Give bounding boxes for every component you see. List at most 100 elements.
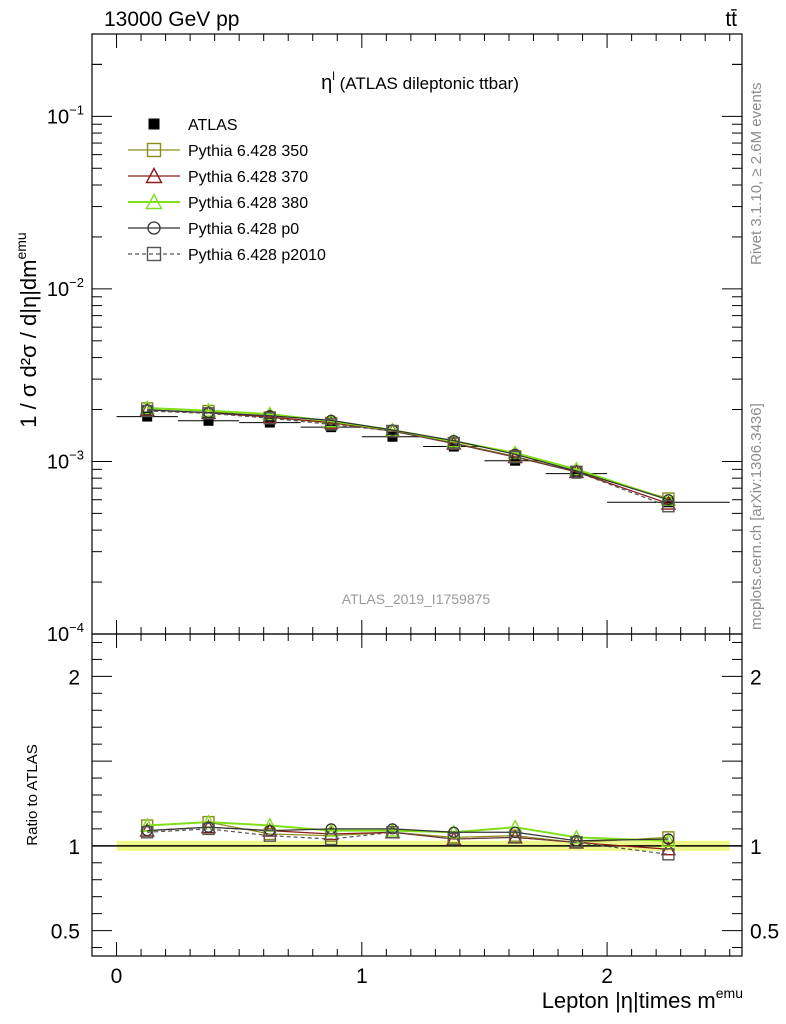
ratio-point [660, 832, 677, 847]
legend-item-pythia-6-428-370: Pythia 6.428 370 [128, 167, 308, 186]
legend-label: Pythia 6.428 p2010 [188, 247, 326, 264]
data-point [446, 433, 462, 448]
series-line [147, 409, 669, 505]
data-point [570, 465, 583, 479]
data-point [324, 418, 338, 431]
legend-item-pythia-6-428-380: Pythia 6.428 380 [128, 193, 308, 212]
ratio-y-axis-label: Ratio to ATLAS [24, 744, 41, 845]
ratio-point [324, 832, 338, 846]
legend-marker [146, 142, 162, 158]
legend-label: ATLAS [188, 117, 238, 134]
ratio-tick-label-right: 1 [750, 836, 762, 859]
ratio-point [662, 833, 675, 845]
y-tick-label: 10−4 [47, 620, 84, 646]
ratio-point [140, 826, 154, 839]
y-tick-label: 10−2 [47, 275, 84, 301]
data-point [510, 455, 521, 466]
ratio-point [508, 831, 522, 844]
ratio-tick-label: 2 [68, 666, 80, 689]
series-pythia-6-428-p0 [141, 404, 675, 506]
ratio-point [447, 832, 460, 846]
data-point [200, 402, 217, 417]
legend: ATLAS Pythia 6.428 350 Pythia 6.428 370 Pyt… [128, 117, 326, 264]
y-axis-label: 1 / σ d²σ / d|η|dmemu [13, 232, 41, 427]
legend-item-pythia-6-428-350: Pythia 6.428 350 [128, 142, 308, 160]
y-tick-label: 10−3 [47, 447, 84, 473]
ratio-series-line [147, 821, 669, 842]
ratio-point [662, 848, 675, 861]
series-pythia-6-428-p2010 [140, 404, 675, 513]
ratio-point [448, 826, 460, 838]
ratio-point [263, 829, 277, 842]
plot-title-text: ηl (ATLAS dileptonic ttbar) [321, 69, 519, 94]
legend-label: Pythia 6.428 380 [188, 195, 308, 212]
ratio-point [202, 822, 215, 836]
y-tick-label: 10−1 [47, 102, 84, 128]
mcplots-source-label: mcplots.cern.ch [arXiv:1306.3436] [748, 403, 765, 630]
series-line [147, 409, 669, 501]
data-point [203, 415, 214, 426]
legend-item-pythia-6-428-p0: Pythia 6.428 p0 [128, 221, 299, 238]
data-point [263, 412, 277, 425]
ratio-tick-label: 1 [68, 836, 80, 859]
ratio-panel: 0 1 2 0.5 0.5 1 1 2 2 [51, 34, 779, 988]
data-point [507, 444, 523, 460]
series-line [147, 410, 669, 507]
ratio-point [570, 836, 583, 849]
legend-marker [148, 118, 160, 130]
data-point [386, 424, 399, 438]
x-tick-label: 2 [601, 965, 613, 988]
chart-header: 13000 GeV pp tt̄ [104, 8, 737, 31]
legend-marker [145, 193, 163, 210]
legend-marker [147, 221, 161, 235]
series-pythia-6-428-370 [139, 401, 677, 510]
data-point [662, 500, 675, 513]
ratio-point [384, 822, 401, 837]
rivet-version-label: Rivet 3.1.10, ≥ 2.6M events [748, 83, 765, 266]
data-point [262, 406, 278, 421]
ratio-point [323, 822, 339, 837]
analysis-watermark: ATLAS_2019_I1759875 [342, 591, 491, 607]
x-axis-label: Lepton |η|times memu [542, 985, 743, 1013]
ratio-frame [91, 633, 743, 957]
header-left: 13000 GeV pp [104, 8, 239, 31]
data-point [663, 497, 674, 508]
main-panel: 10−1 10−2 10−3 10−4 [47, 33, 743, 646]
ratio-point [139, 817, 155, 832]
x-tick-label: 0 [111, 965, 123, 988]
legend-label: Pythia 6.428 370 [188, 169, 308, 186]
data-point [571, 468, 582, 479]
data-point [447, 437, 460, 450]
ratio-series-line [147, 821, 669, 844]
series-pythia-6-428-380 [139, 400, 677, 506]
data-point [508, 450, 522, 464]
ratio-tick-label-right: 0.5 [750, 921, 779, 944]
ratio-tick-label: 0.5 [51, 921, 80, 944]
series-line [147, 407, 669, 501]
series-pythia-6-428-350 [140, 402, 675, 505]
data-point [568, 461, 585, 476]
data-point [202, 407, 215, 420]
ratio-point [386, 826, 399, 839]
header-right: tt̄ [725, 8, 737, 31]
data-point [662, 494, 675, 506]
ratio-tick-label-right: 2 [750, 666, 762, 689]
data-point [140, 404, 154, 418]
legend-label: Pythia 6.428 p0 [188, 221, 299, 238]
ratio-series-line [147, 828, 669, 855]
legend-marker [145, 167, 163, 184]
x-axis-label-text: Lepton |η|times memu [542, 985, 743, 1013]
x-tick-label: 1 [356, 965, 368, 988]
plot-title: ηl (ATLAS dileptonic ttbar) [321, 69, 519, 94]
legend-marker [146, 246, 162, 262]
data-point [139, 400, 155, 415]
ratio-series-pythia-6-428-380 [139, 814, 677, 847]
legend-item-pythia-6-428-p2010: Pythia 6.428 p2010 [128, 246, 326, 264]
legend-item-atlas: ATLAS [148, 117, 238, 134]
ratio-series-line [147, 826, 669, 842]
legend-label: Pythia 6.428 350 [188, 143, 308, 160]
ratio-series-pythia-6-428-p2010 [140, 822, 675, 861]
series-line [147, 407, 669, 500]
y-axis-label-text: 1 / σ d²σ / d|η|dmemu [13, 232, 41, 427]
